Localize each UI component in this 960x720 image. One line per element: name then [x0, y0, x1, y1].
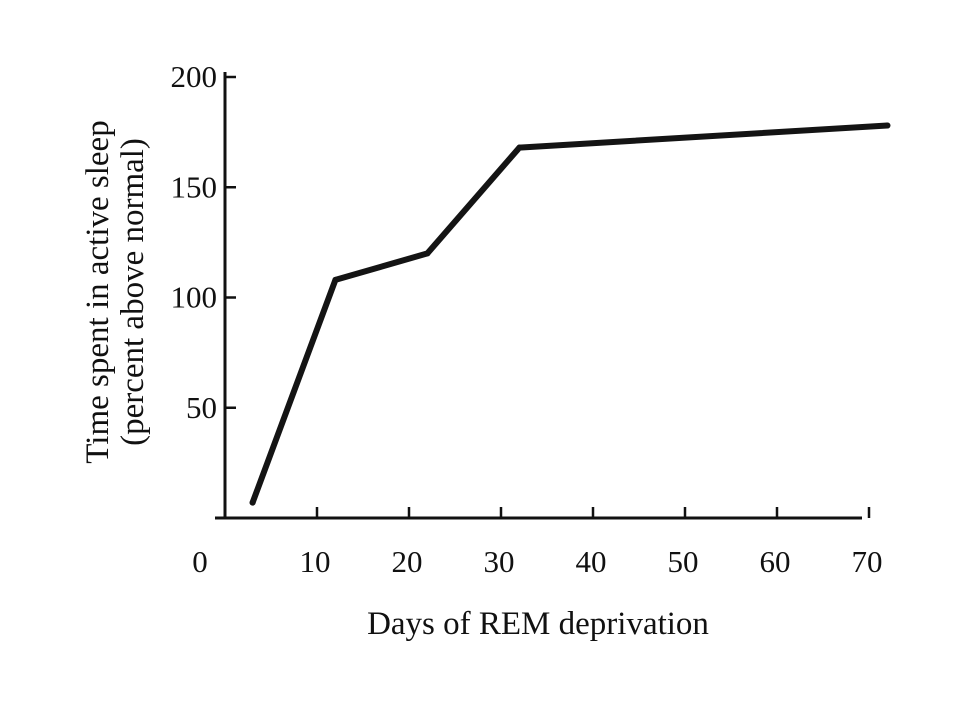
y-axis-title-line1: Time spent in active sleep: [80, 120, 116, 463]
data-point: [516, 144, 523, 151]
x-tick-label: 10: [300, 544, 331, 579]
x-axis-title: Days of REM deprivation: [367, 606, 709, 642]
x-tick-label: 60: [760, 544, 791, 579]
y-tick-label: 100: [171, 280, 218, 315]
x-tick-label: 0: [192, 544, 208, 579]
y-tick-label: 150: [171, 169, 218, 204]
data-point: [332, 276, 339, 283]
x-tick-label: 20: [392, 544, 423, 579]
data-point: [249, 499, 256, 506]
x-tick-label: 40: [576, 544, 607, 579]
series-group: [249, 122, 891, 506]
y-axis-ticks: 50 100 150 200: [171, 59, 236, 425]
y-axis-title-line2: (percent above normal): [115, 138, 151, 446]
y-tick-label: 50: [186, 390, 217, 425]
x-tick-label: 70: [852, 544, 883, 579]
x-axis-ticks: 0 10 20 30 40 50 60 70: [192, 507, 883, 579]
data-point: [884, 122, 891, 129]
series-line: [249, 122, 891, 506]
x-tick-label: 30: [484, 544, 515, 579]
data-point: [424, 250, 431, 257]
x-tick-label: 50: [668, 544, 699, 579]
y-tick-label: 200: [171, 59, 218, 94]
